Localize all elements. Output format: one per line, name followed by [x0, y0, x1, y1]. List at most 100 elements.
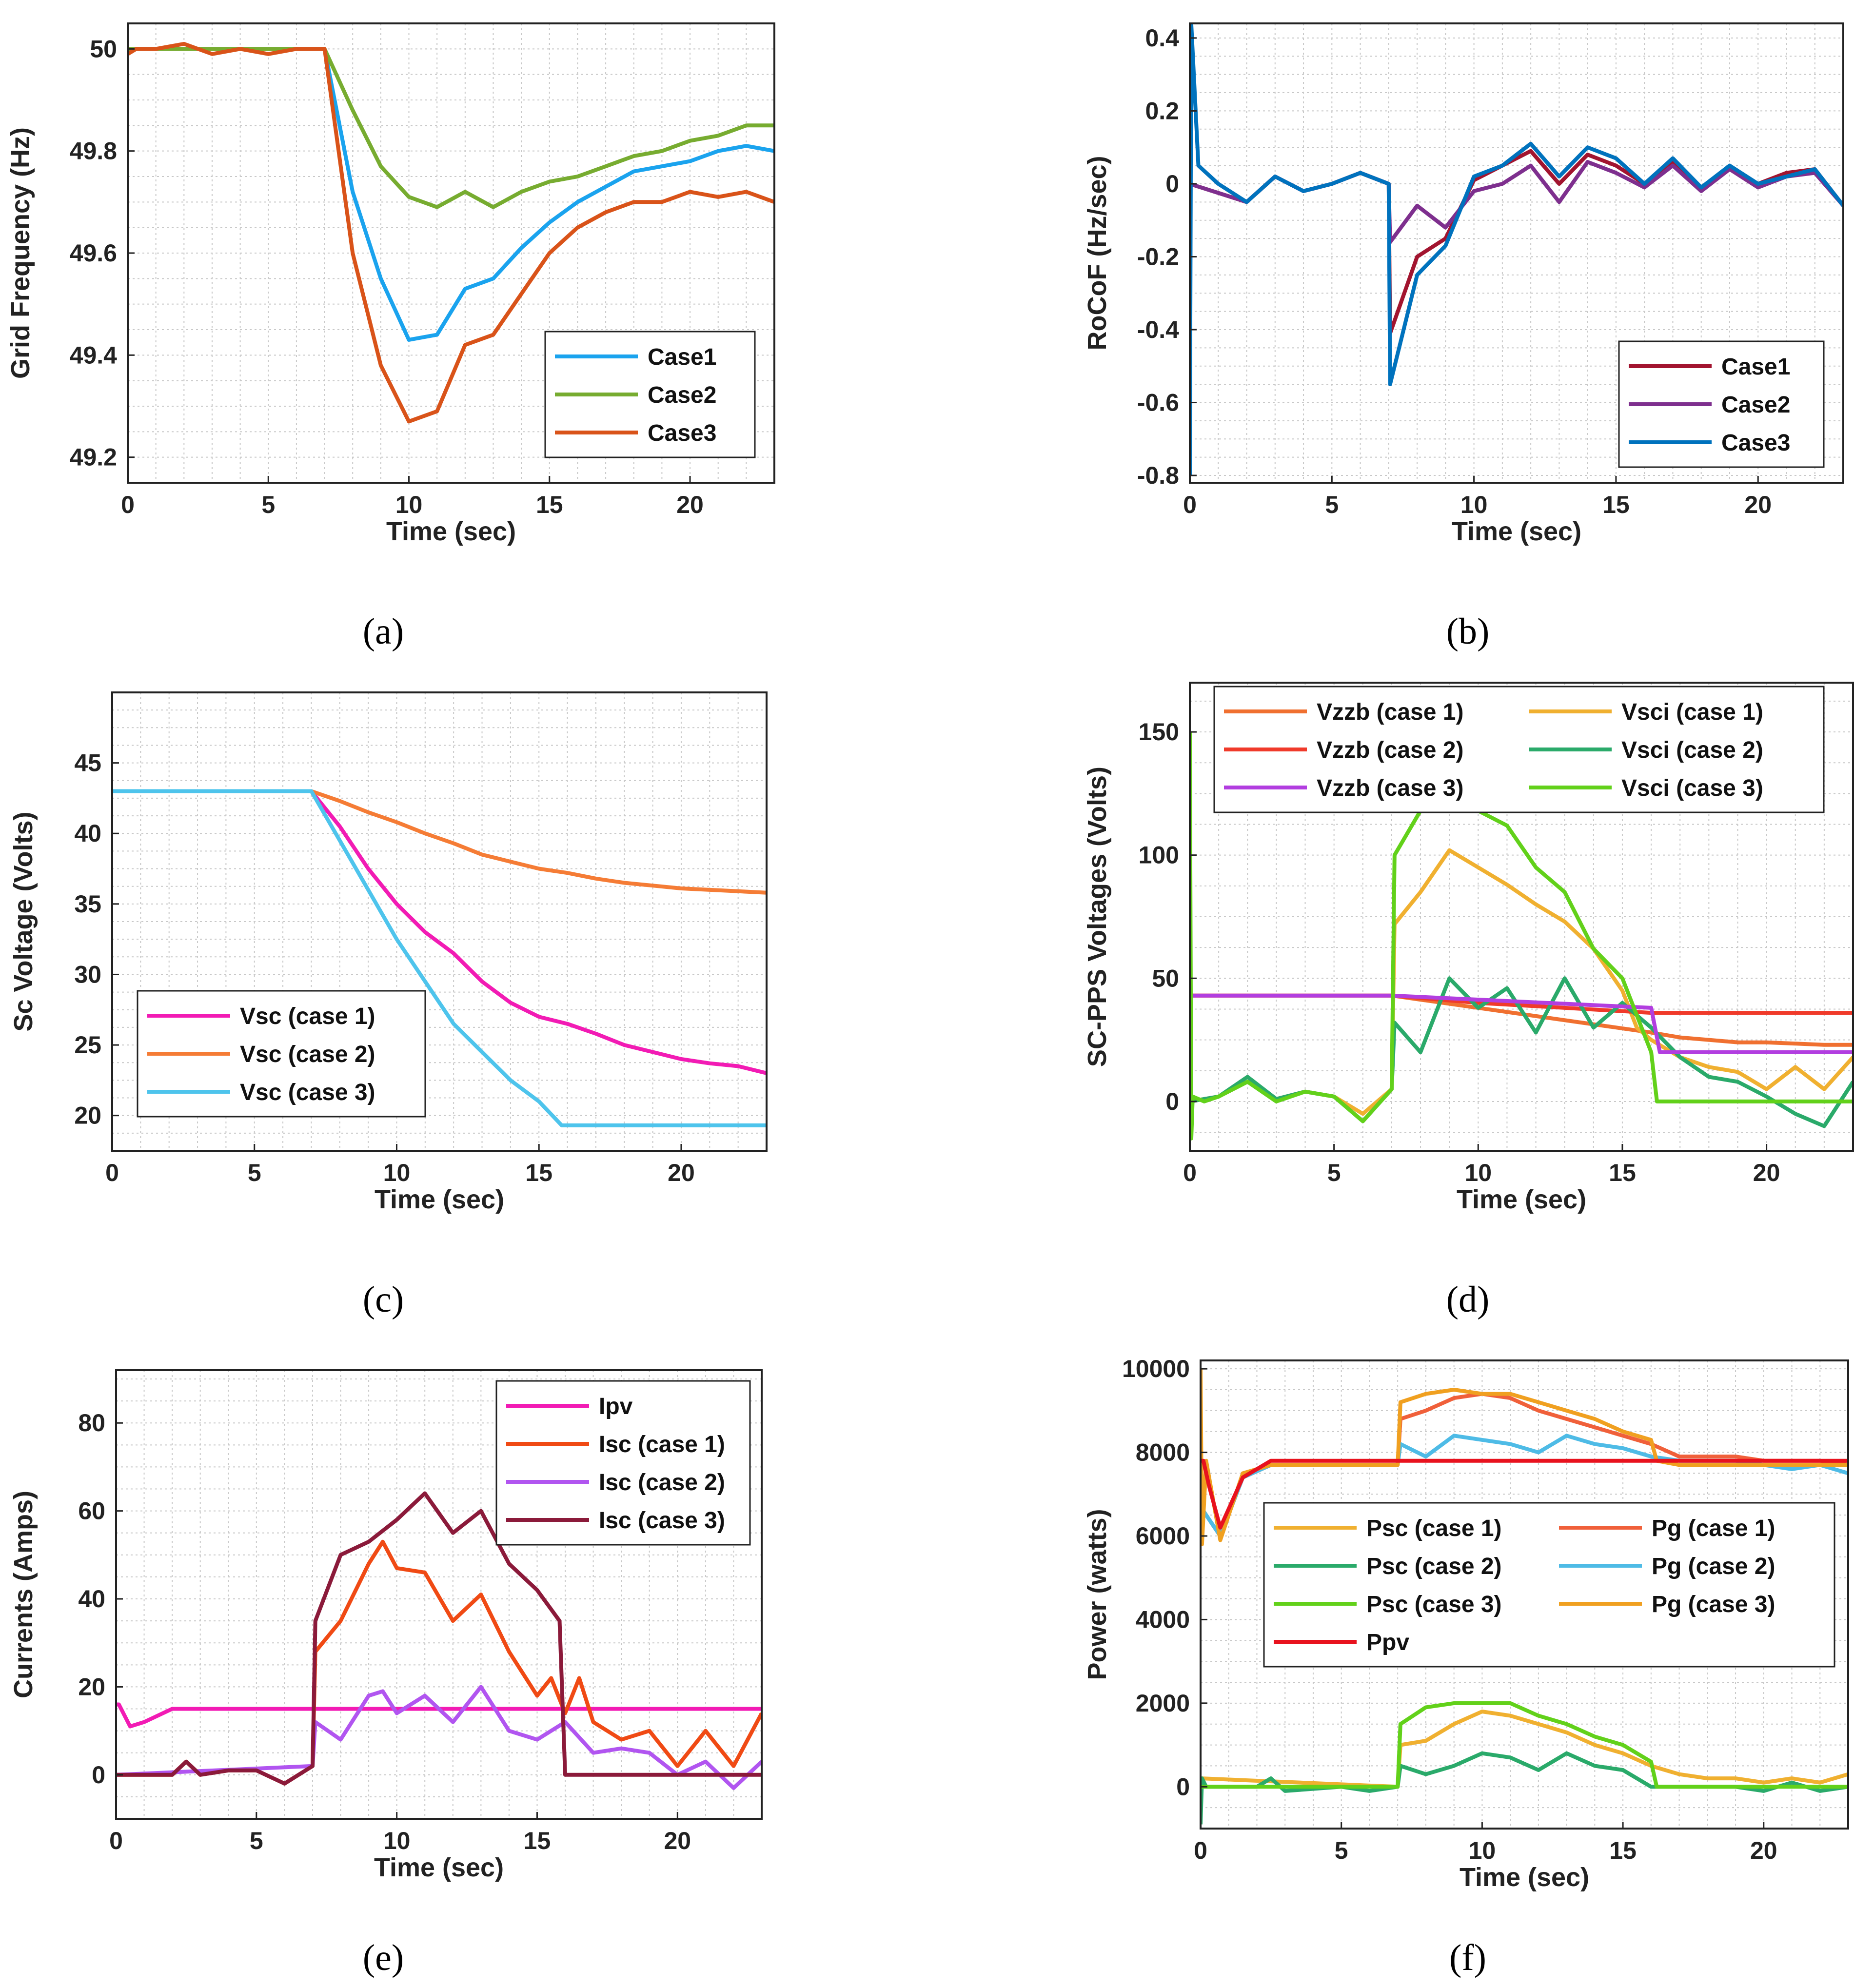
plot-frame — [111, 691, 768, 1152]
series-line-case2 — [128, 47, 774, 209]
x-tick-label: 0 — [105, 1159, 119, 1186]
legend: Case1 Case2 Case3 — [544, 331, 756, 458]
y-tick-label: 0.2 — [1145, 97, 1179, 124]
legend-entry: Case1 — [648, 344, 716, 370]
x-axis-label: Time (sec) — [375, 1185, 504, 1214]
y-axis-label: SC-PPS Voltages (Volts) — [1083, 767, 1112, 1067]
series-line-psc-case-3- — [1201, 1701, 1848, 1789]
panel-caption: (c) — [363, 1279, 404, 1320]
y-tick-label: 8000 — [1136, 1439, 1190, 1466]
series-line-vsc-case-2- — [112, 789, 767, 895]
legend-entry: Case2 — [648, 382, 716, 408]
legend-entry: Vsci (case 1) — [1621, 699, 1763, 725]
legend-entry: Vzzb (case 3) — [1317, 775, 1463, 801]
legend-entry: Vsc (case 2) — [240, 1042, 375, 1067]
x-tick-label: 5 — [1335, 1837, 1348, 1864]
y-tick-label: 0 — [1165, 170, 1179, 197]
y-axis-label: Power (watts) — [1083, 1509, 1112, 1680]
y-tick-label: 0 — [1165, 1088, 1179, 1115]
x-tick-label: 10 — [383, 1159, 411, 1186]
y-tick-label: 45 — [74, 749, 101, 777]
legend-entry: Psc (case 1) — [1366, 1516, 1502, 1541]
y-tick-label: 20 — [78, 1673, 105, 1700]
x-tick-label: 15 — [1609, 1837, 1637, 1864]
legend-entry: Vsci (case 3) — [1621, 775, 1763, 801]
y-tick-label: 50 — [1152, 964, 1179, 992]
series-line-psc-case-1- — [1201, 1710, 1848, 1789]
y-tick-label: 100 — [1139, 842, 1179, 869]
x-tick-label: 15 — [525, 1159, 552, 1186]
y-tick-label: 49.4 — [70, 341, 118, 369]
legend-entry: Vzzb (case 1) — [1317, 699, 1463, 725]
y-tick-label: 0.4 — [1145, 24, 1179, 52]
y-tick-label: -0.6 — [1137, 389, 1179, 416]
legend-entry: Pg (case 3) — [1652, 1592, 1775, 1617]
legend-box — [1213, 686, 1825, 813]
x-axis-label: Time (sec) — [1457, 1185, 1586, 1214]
plot-frame — [1189, 22, 1844, 484]
legend-entry: Ipv — [599, 1394, 633, 1419]
legend-box — [495, 1380, 751, 1546]
x-tick-label: 5 — [250, 1827, 263, 1854]
series-line-vzzb-case-3- — [1190, 993, 1853, 1054]
y-tick-label: 49.2 — [70, 444, 117, 471]
legend-box — [1263, 1502, 1835, 1668]
x-tick-label: 5 — [248, 1159, 261, 1186]
x-axis-label: Time (sec) — [1460, 1863, 1589, 1892]
series-line-case3 — [1190, 23, 1843, 476]
legend-entry: Isc (case 1) — [599, 1432, 725, 1457]
legend-entry: Psc (case 2) — [1366, 1554, 1502, 1579]
x-tick-label: 15 — [524, 1827, 551, 1854]
plot-frame — [1200, 1359, 1849, 1830]
y-axis-label: Sc Voltage (Volts) — [9, 811, 38, 1031]
x-tick-label: 10 — [1460, 491, 1488, 518]
x-tick-label: 5 — [1325, 491, 1339, 518]
plot-frame — [1189, 682, 1854, 1152]
legend-entry: Vsc (case 3) — [240, 1080, 375, 1105]
panel-caption: (d) — [1446, 1279, 1490, 1320]
legend-entry: Case1 — [1721, 354, 1790, 380]
legend: Vsc (case 1) Vsc (case 2) Vsc (case 3) — [137, 990, 426, 1118]
legend-entry: Case2 — [1721, 392, 1790, 418]
series-line-ipv — [116, 1702, 762, 1729]
x-tick-label: 20 — [1753, 1159, 1780, 1186]
x-tick-label: 0 — [109, 1827, 123, 1854]
x-tick-label: 20 — [1744, 491, 1772, 518]
legend: Ipv Isc (case 1) Isc (case 2) Isc (case 3) — [495, 1380, 751, 1546]
legend-entry: Isc (case 3) — [599, 1508, 725, 1534]
series-line-vzzb-case-1- — [1190, 993, 1853, 1047]
series-line-vsc-case-1- — [112, 789, 767, 1075]
y-tick-label: 40 — [74, 820, 101, 847]
legend-entry: Vzzb (case 2) — [1317, 737, 1463, 763]
y-tick-label: 20 — [74, 1102, 101, 1129]
x-tick-label: 20 — [668, 1159, 695, 1186]
y-tick-label: 40 — [78, 1585, 105, 1613]
legend-entry: Pg (case 1) — [1652, 1516, 1775, 1541]
x-axis-label: Time (sec) — [386, 517, 516, 546]
panel-caption: (f) — [1449, 1937, 1486, 1978]
series-line-case1 — [128, 47, 774, 342]
panel-caption: (e) — [363, 1937, 404, 1978]
y-tick-label: 4000 — [1136, 1606, 1190, 1633]
panel-caption: (b) — [1446, 611, 1490, 652]
series-line-isc-case-2- — [116, 1685, 762, 1790]
legend-entry: Ppv — [1366, 1630, 1409, 1655]
x-tick-label: 20 — [664, 1827, 691, 1854]
x-tick-label: 15 — [1609, 1159, 1636, 1186]
y-tick-label: 49.6 — [70, 239, 117, 267]
x-tick-label: 0 — [1194, 1837, 1207, 1864]
legend-entry: Isc (case 2) — [599, 1470, 725, 1496]
x-tick-label: 15 — [536, 491, 563, 518]
y-tick-label: 35 — [74, 890, 101, 918]
x-tick-label: 20 — [1750, 1837, 1777, 1864]
x-tick-label: 10 — [383, 1827, 411, 1854]
series-line-vsci-case-3- — [1190, 732, 1853, 1141]
panel-c: 0 5 10 15 20 20 25 30 35 40 45 Time (sec) Sc Voltage… — [9, 691, 768, 1320]
y-tick-label: 0 — [1176, 1773, 1190, 1800]
y-tick-label: -0.4 — [1137, 316, 1179, 343]
y-tick-label: 49.8 — [70, 138, 117, 165]
y-tick-label: 0 — [92, 1761, 105, 1789]
series-line-isc-case-3- — [116, 1491, 762, 1786]
series-line-pg-case-3- — [1201, 1369, 1848, 1547]
